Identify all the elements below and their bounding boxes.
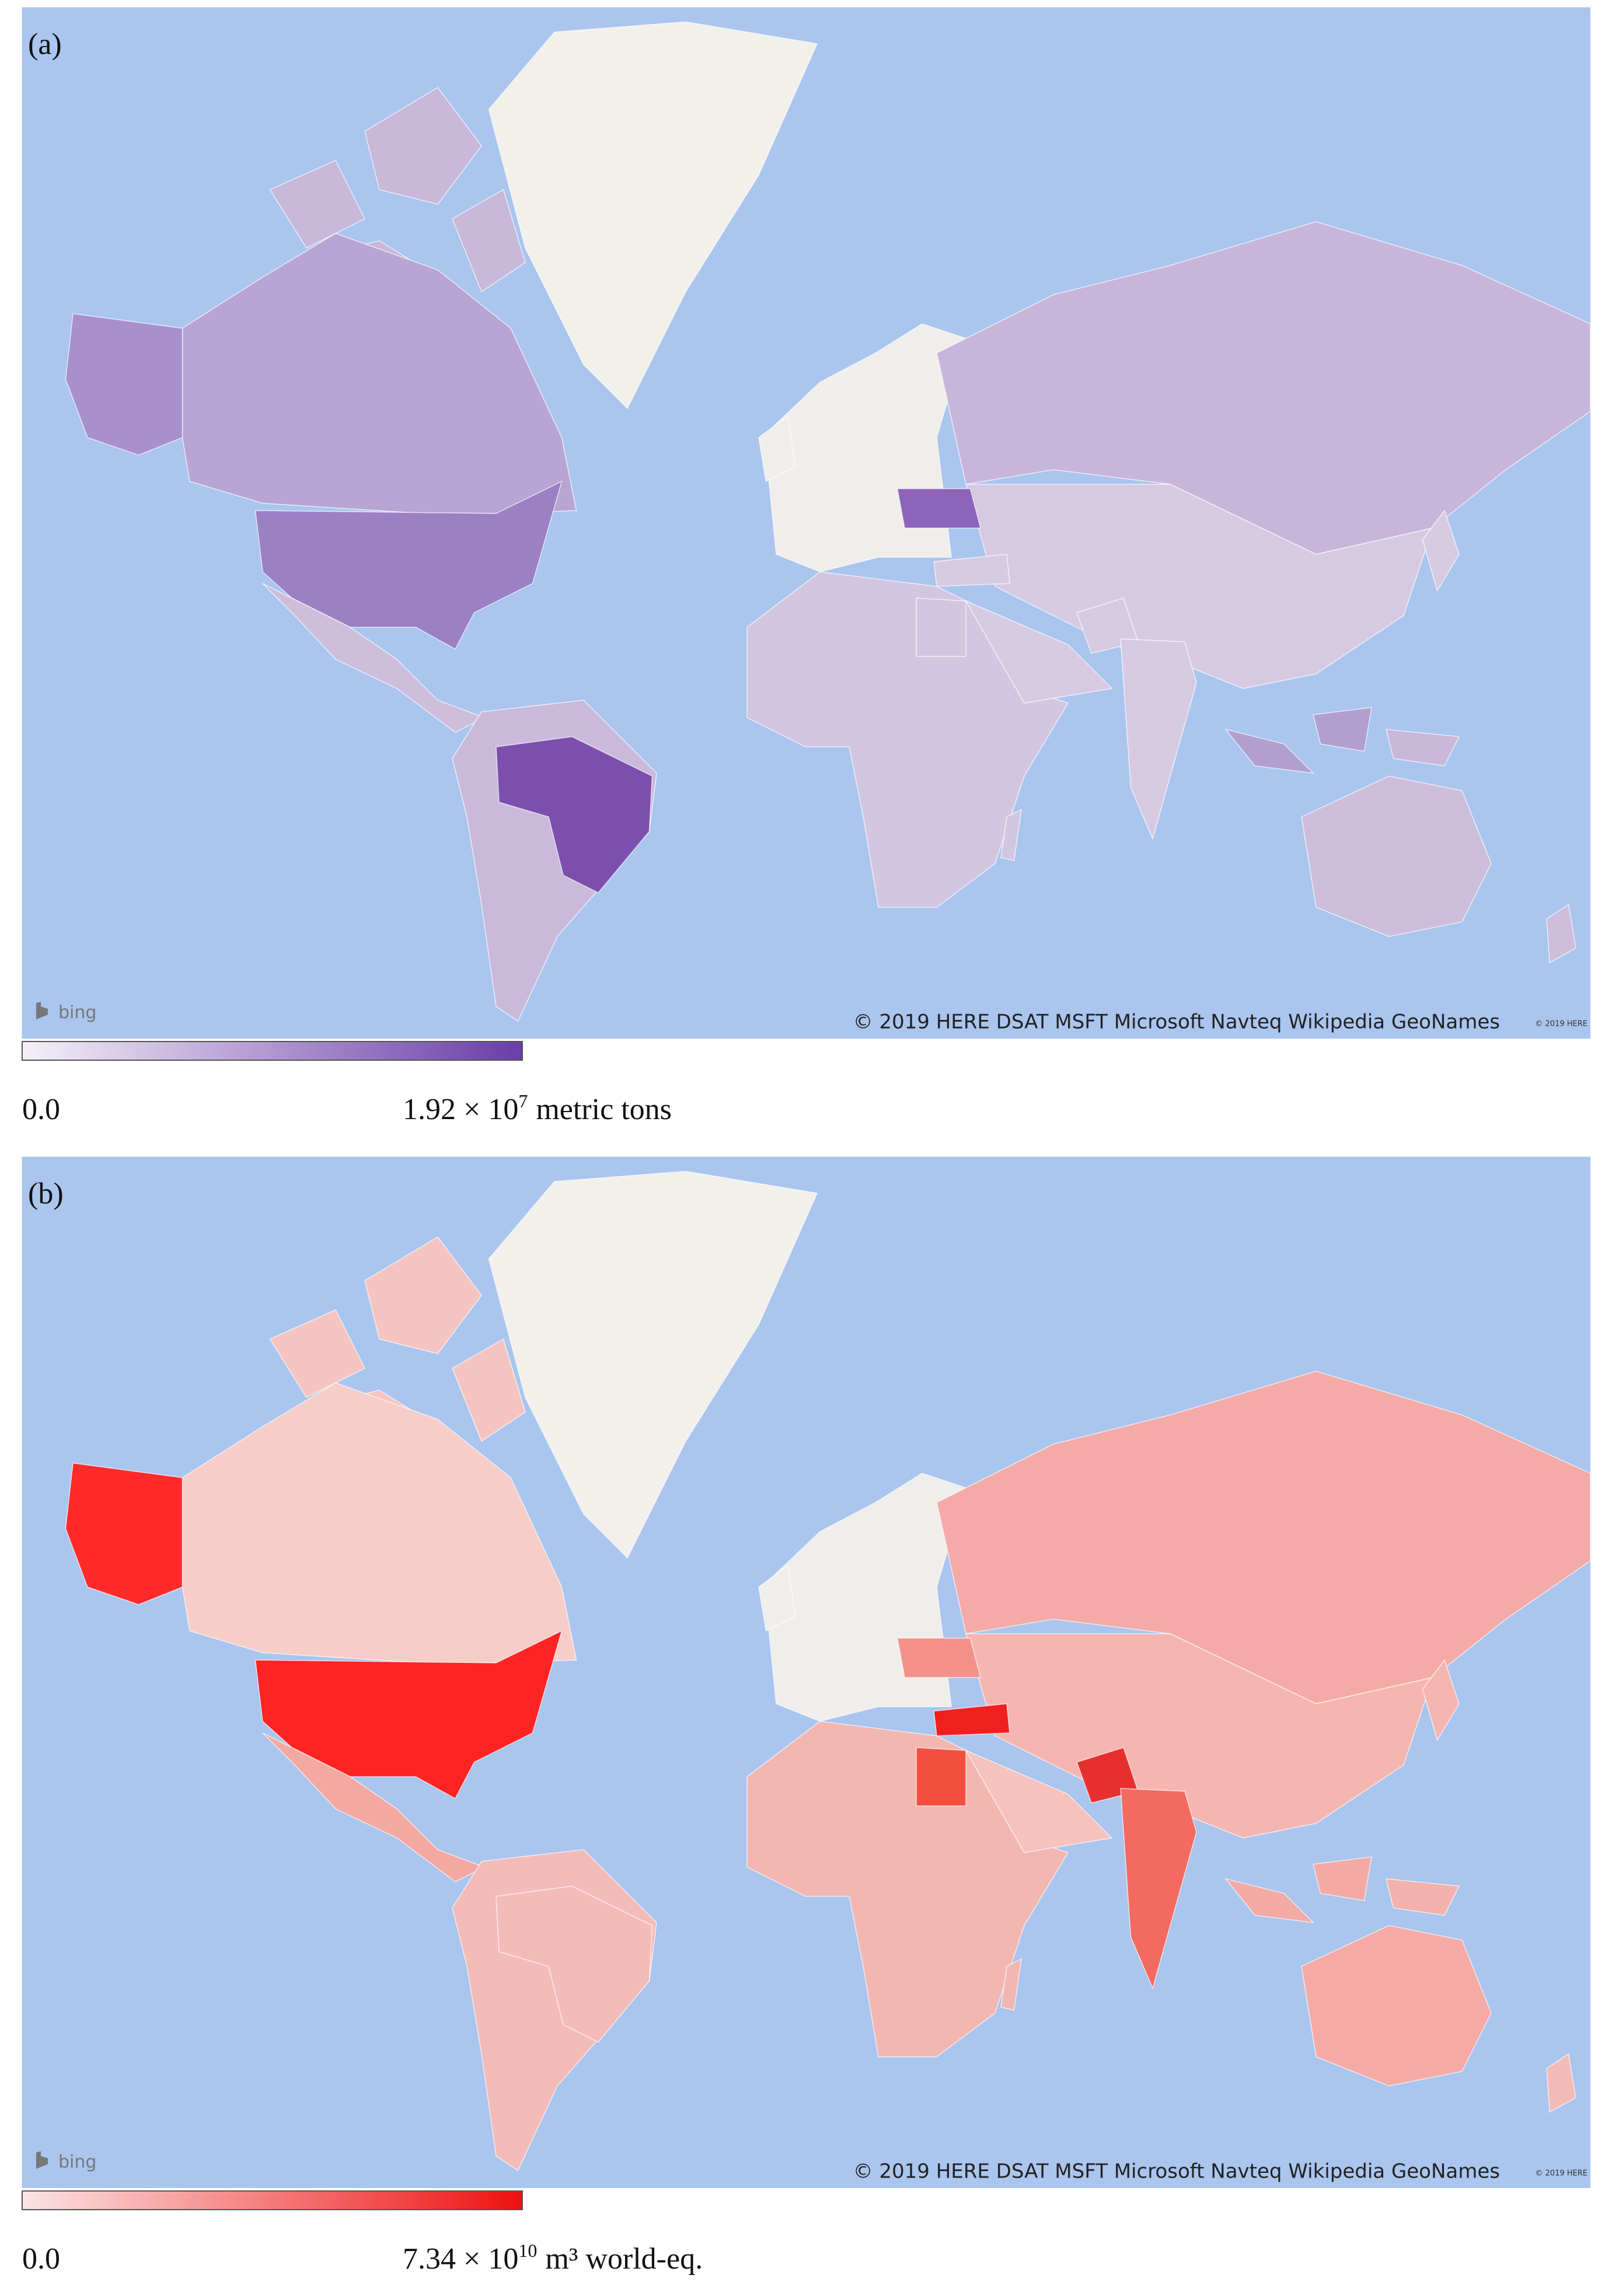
logo-icon — [36, 1002, 48, 1019]
country — [916, 1747, 966, 1806]
country — [746, 571, 1069, 908]
legend-min-label: 0.0 — [22, 1093, 60, 1126]
country — [1386, 729, 1460, 767]
country — [65, 313, 183, 456]
country — [1224, 728, 1315, 774]
country — [1386, 1878, 1460, 1916]
country — [488, 1170, 818, 1559]
country — [65, 1462, 183, 1605]
country — [916, 597, 966, 657]
country — [758, 1564, 796, 1632]
legend-max-unit: metric tons — [536, 1093, 672, 1126]
country — [1546, 903, 1576, 964]
country — [269, 160, 366, 249]
attribution: © 2019 HERE DSAT MSFT Microsoft Navteq W… — [853, 1011, 1500, 1034]
legend-max-label: 1.92 × 107 metric tons — [403, 1091, 672, 1126]
country — [758, 415, 796, 483]
legend-max-base: 1.92 × 10 — [403, 1093, 518, 1126]
country — [1120, 638, 1197, 840]
map-logo: bing — [58, 2152, 96, 2172]
country — [746, 1721, 1069, 2057]
country — [1313, 1856, 1372, 1902]
land — [65, 21, 1591, 1022]
legend-min-label: 0.0 — [22, 2242, 60, 2276]
country — [496, 1885, 653, 2043]
attribution-small: © 2019 HERE — [1535, 1020, 1587, 1029]
country — [496, 736, 653, 893]
map-logo: bing — [58, 1002, 96, 1023]
country — [488, 21, 818, 410]
country — [262, 583, 486, 733]
panel-label: (a) — [28, 28, 62, 61]
country — [452, 188, 526, 293]
country — [1313, 707, 1372, 752]
map-panel — [22, 1156, 1591, 2188]
attribution-small: © 2019 HERE — [1535, 2169, 1587, 2178]
attribution: © 2019 HERE DSAT MSFT Microsoft Navteq W… — [853, 2160, 1500, 2183]
country — [364, 87, 482, 205]
country — [936, 1371, 1591, 1704]
country — [896, 1637, 981, 1678]
country — [936, 221, 1591, 555]
legend-max-exponent: 7 — [518, 1091, 528, 1112]
country — [965, 600, 1113, 704]
country — [1301, 775, 1492, 937]
country — [965, 1633, 1434, 1839]
country — [896, 488, 981, 529]
country — [1120, 1788, 1197, 1990]
country — [933, 554, 1010, 587]
country — [254, 1630, 563, 1799]
country — [1000, 809, 1022, 861]
country — [269, 1309, 366, 1398]
country — [1224, 1878, 1315, 1924]
country — [254, 480, 563, 650]
legend-max-exponent: 10 — [518, 2240, 537, 2261]
country — [965, 484, 1434, 689]
legend-max-label: 7.34 × 1010 m³ world-eq. — [403, 2240, 703, 2276]
country — [1000, 1958, 1022, 2011]
country — [965, 1749, 1113, 1853]
legend-max-base: 7.34 × 10 — [403, 2242, 518, 2276]
country — [1422, 1659, 1460, 1742]
country — [1301, 1925, 1492, 2087]
country — [1546, 2053, 1576, 2113]
country — [182, 1382, 577, 1664]
map-panel — [22, 7, 1591, 1039]
land — [65, 1170, 1591, 2172]
country — [933, 1703, 1010, 1736]
legend-bar — [22, 2190, 523, 2210]
country — [1422, 509, 1460, 592]
legend-bar — [22, 1041, 523, 1061]
legend-max-unit: m³ world-eq. — [545, 2242, 703, 2276]
country — [364, 1236, 482, 1354]
country — [182, 233, 577, 514]
country — [262, 1732, 486, 1882]
logo-icon — [36, 2151, 48, 2169]
panel-label: (b) — [28, 1177, 64, 1211]
country — [452, 1338, 526, 1442]
